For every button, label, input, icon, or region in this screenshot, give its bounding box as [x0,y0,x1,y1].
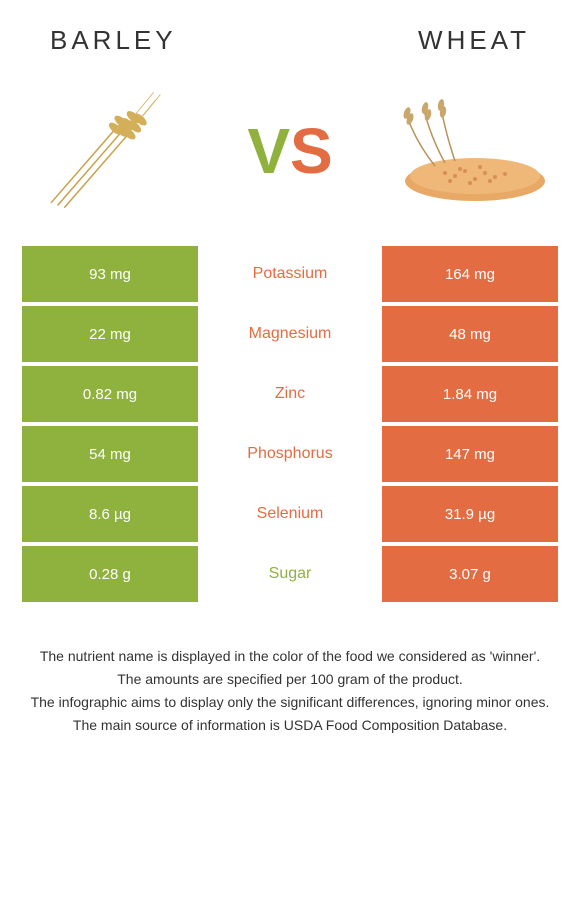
left-value-cell: 0.28 g [22,546,198,602]
nutrient-label-cell: Potassium [202,246,378,302]
barley-image [25,91,205,211]
left-value-cell: 54 mg [22,426,198,482]
footer-line-3: The infographic aims to display only the… [20,692,560,713]
footer-line-4: The main source of information is USDA F… [20,715,560,736]
nutrient-label-cell: Magnesium [202,306,378,362]
barley-title: Barley [50,25,177,56]
nutrient-label-cell: Zinc [202,366,378,422]
footer-line-1: The nutrient name is displayed in the co… [20,646,560,667]
vs-v-letter: V [247,114,290,188]
wheat-image [375,91,555,211]
table-row: 93 mgPotassium164 mg [22,246,558,302]
right-value-cell: 164 mg [382,246,558,302]
table-row: 22 mgMagnesium48 mg [22,306,558,362]
table-row: 0.28 gSugar3.07 g [22,546,558,602]
footer-line-2: The amounts are specified per 100 gram o… [20,669,560,690]
images-row: VS [0,66,580,246]
right-value-cell: 1.84 mg [382,366,558,422]
wheat-title: Wheat [418,25,530,56]
table-row: 54 mgPhosphorus147 mg [22,426,558,482]
left-value-cell: 93 mg [22,246,198,302]
footer-notes: The nutrient name is displayed in the co… [0,606,580,758]
left-value-cell: 22 mg [22,306,198,362]
table-row: 0.82 mgZinc1.84 mg [22,366,558,422]
nutrient-table: 93 mgPotassium164 mg22 mgMagnesium48 mg0… [0,246,580,602]
right-value-cell: 31.9 µg [382,486,558,542]
right-value-cell: 3.07 g [382,546,558,602]
header: Barley Wheat [0,0,580,66]
vs-s-letter: S [290,114,333,188]
nutrient-label-cell: Phosphorus [202,426,378,482]
right-value-cell: 48 mg [382,306,558,362]
nutrient-label-cell: Sugar [202,546,378,602]
vs-label: VS [247,114,332,188]
right-value-cell: 147 mg [382,426,558,482]
nutrient-label-cell: Selenium [202,486,378,542]
left-value-cell: 8.6 µg [22,486,198,542]
left-value-cell: 0.82 mg [22,366,198,422]
table-row: 8.6 µgSelenium31.9 µg [22,486,558,542]
